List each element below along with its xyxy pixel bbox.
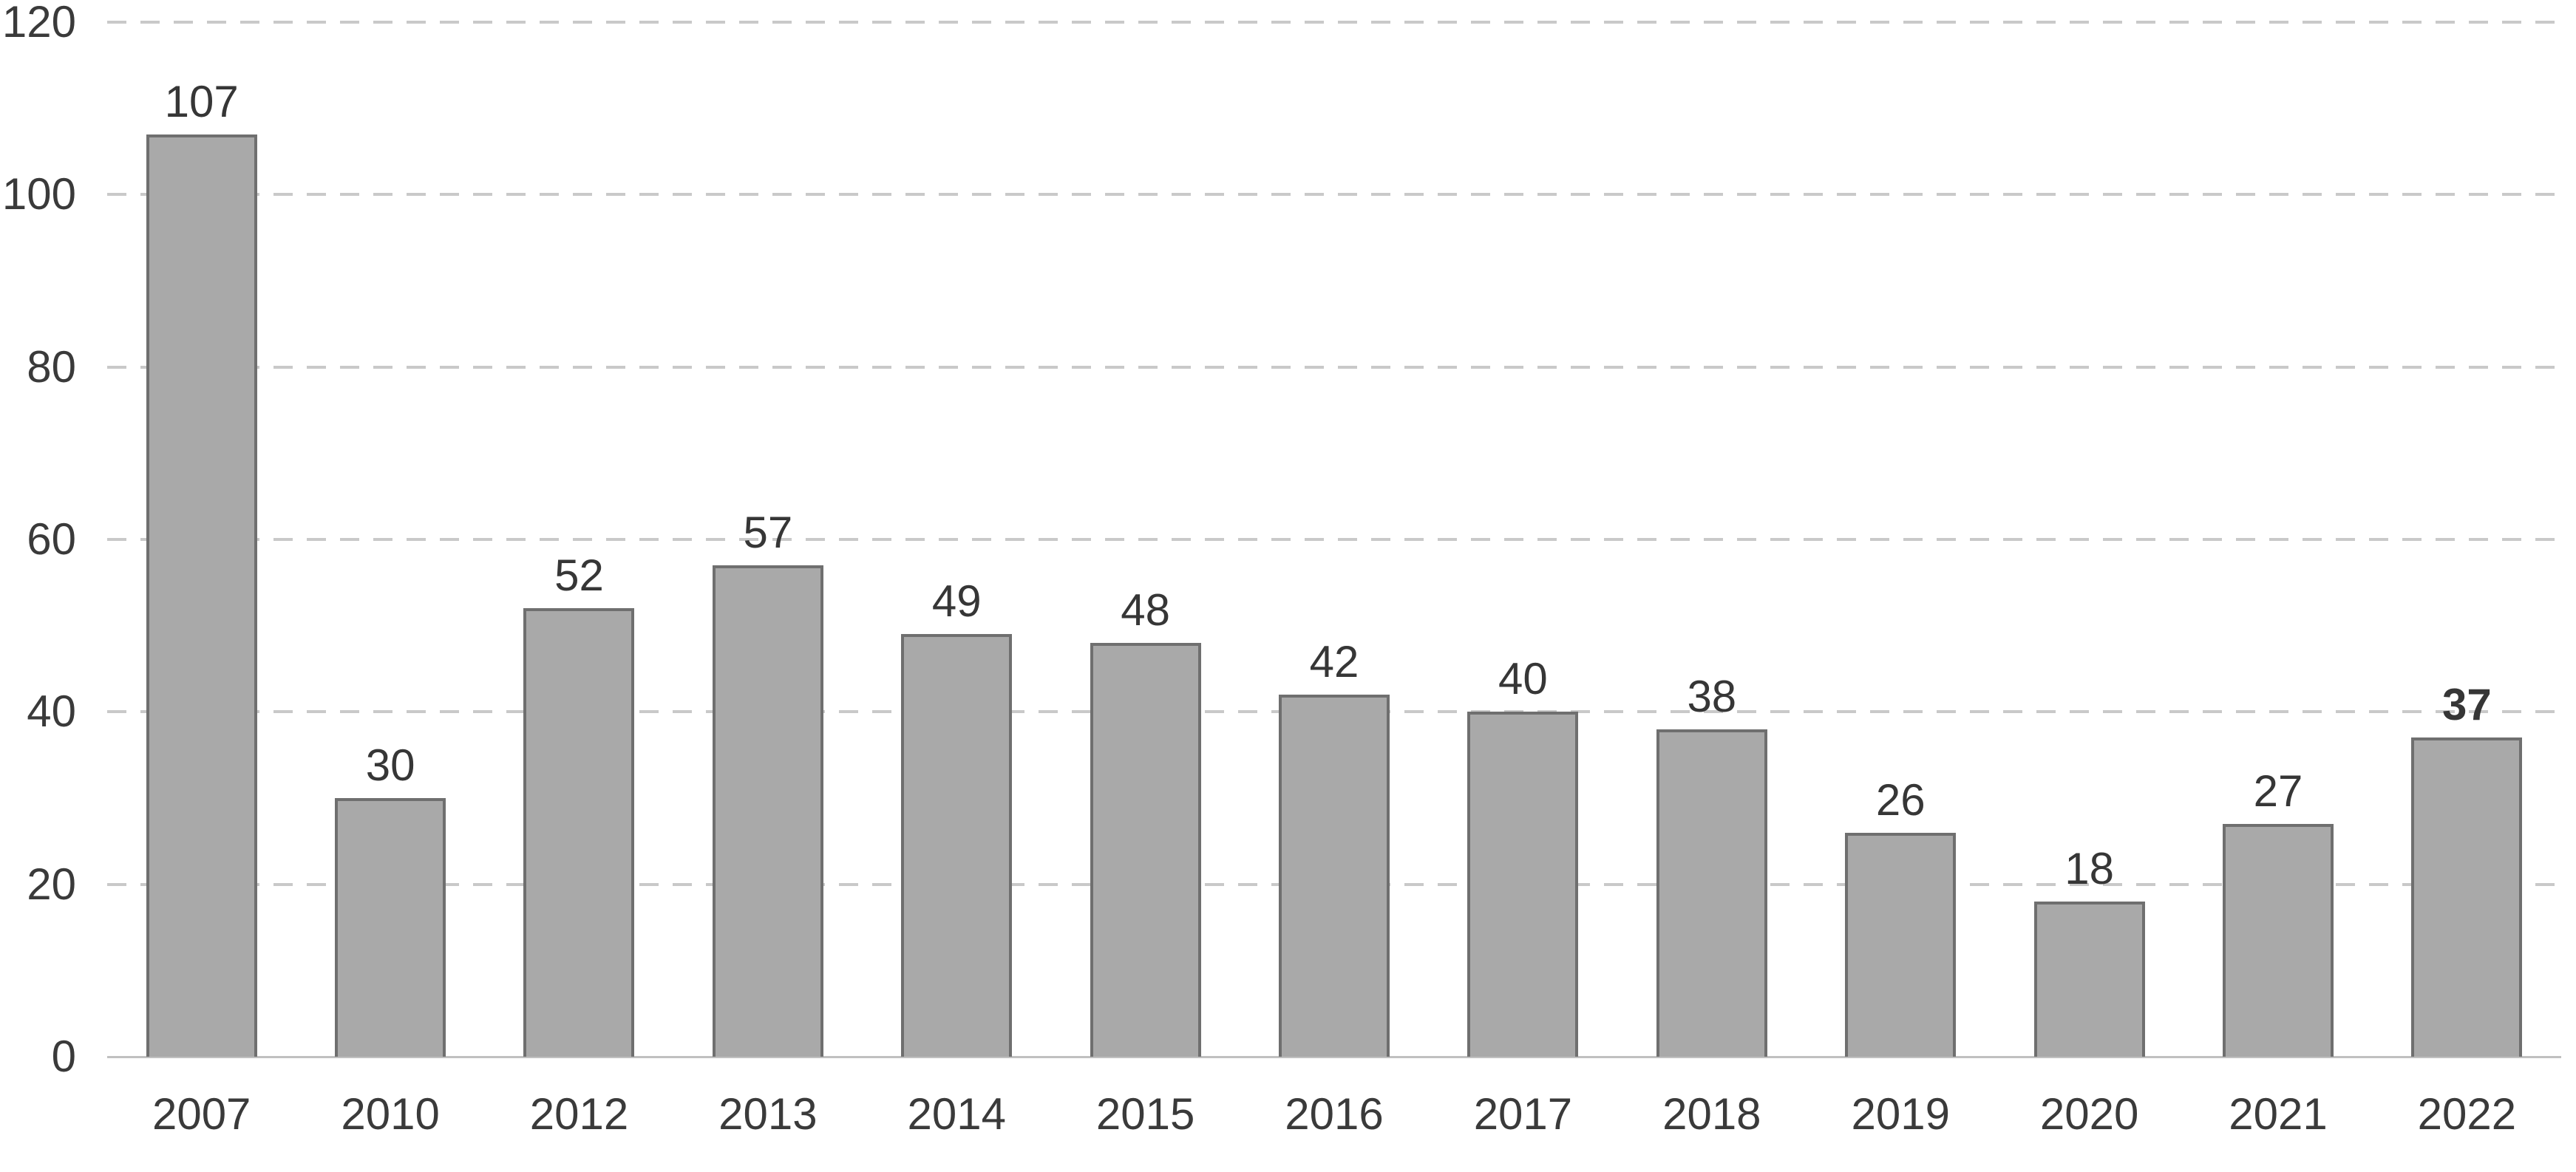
bars-container: 107 30 52 57 49 48 42 40 38 26 18 27 37	[107, 22, 2561, 1057]
x-tick-label: 2020	[2039, 1089, 2139, 1139]
bar	[712, 565, 823, 1057]
bar-value-label: 30	[365, 740, 415, 790]
bar-slot: 107	[107, 22, 296, 1057]
bar-slot: 40	[1429, 22, 1617, 1057]
bar	[2033, 902, 2145, 1057]
bar-slot: 42	[1240, 22, 1428, 1057]
bar-value-label: 27	[2253, 766, 2303, 816]
bar	[1656, 729, 1767, 1057]
bar-value-label: 37	[2442, 680, 2492, 730]
bar-value-label: 38	[1687, 671, 1737, 721]
x-tick-label: 2019	[1851, 1089, 1950, 1139]
bar-value-label: 107	[164, 76, 239, 126]
bar-slot: 18	[1995, 22, 2184, 1057]
bar-slot: 52	[485, 22, 673, 1057]
gridline	[107, 538, 2561, 541]
bar	[1467, 712, 1579, 1057]
bar	[523, 608, 635, 1057]
x-tick-label: 2017	[1473, 1089, 1573, 1139]
bar-slot: 30	[296, 22, 484, 1057]
bar-value-label: 57	[743, 508, 793, 557]
bar	[335, 798, 446, 1057]
y-tick-label: 40	[27, 686, 76, 737]
bar	[146, 134, 257, 1057]
bar	[1090, 643, 1201, 1057]
x-tick-label: 2016	[1285, 1089, 1384, 1139]
x-tick-label: 2022	[2417, 1089, 2517, 1139]
bar	[1279, 695, 1390, 1057]
y-tick-label: 100	[1, 169, 76, 219]
x-tick-label: 2015	[1095, 1089, 1195, 1139]
bar-value-label: 40	[1498, 654, 1548, 704]
x-tick-label: 2007	[152, 1089, 251, 1139]
bar-value-label: 49	[931, 576, 982, 627]
gridline	[107, 21, 2561, 24]
bar	[2222, 824, 2334, 1057]
plot-area: 107 30 52 57 49 48 42 40 38 26 18 27 37	[107, 21, 2561, 1058]
bar-slot: 48	[1051, 22, 1240, 1057]
bar-slot: 27	[2184, 22, 2372, 1057]
x-tick-label: 2014	[907, 1089, 1006, 1139]
y-tick-label: 80	[27, 341, 76, 392]
y-axis: 0 20 40 60 80 100 120	[0, 0, 85, 1079]
y-tick-label: 0	[51, 1032, 76, 1081]
bar-slot: 49	[863, 22, 1051, 1057]
bar-slot: 57	[673, 22, 862, 1057]
bar-value-label: 42	[1309, 637, 1359, 686]
x-tick-label: 2012	[529, 1089, 629, 1139]
y-tick-label: 120	[1, 0, 76, 47]
bar-slot: 38	[1617, 22, 1806, 1057]
y-tick-label: 60	[27, 514, 76, 564]
x-tick-label: 2013	[718, 1089, 818, 1139]
bar	[901, 634, 1013, 1057]
bar-value-label: 48	[1121, 585, 1171, 635]
bar-slot: 26	[1807, 22, 1995, 1057]
x-tick-label: 2021	[2229, 1089, 2328, 1139]
x-axis-baseline	[107, 1056, 2561, 1058]
bar-value-label: 26	[1875, 774, 1926, 825]
gridline	[107, 193, 2561, 197]
x-tick-label: 2018	[1662, 1089, 1761, 1139]
bar-slot: 37	[2373, 22, 2561, 1057]
gridline	[107, 365, 2561, 369]
bar-value-label: 52	[554, 551, 604, 601]
bar	[1845, 832, 1957, 1057]
x-axis: 2007 2010 2012 2013 2014 2015 2016 2017 2018 2019…	[107, 1079, 2561, 1160]
x-tick-label: 2010	[341, 1089, 440, 1139]
bar	[2411, 737, 2523, 1057]
y-tick-label: 20	[27, 859, 76, 909]
bar-value-label: 18	[2064, 844, 2114, 893]
